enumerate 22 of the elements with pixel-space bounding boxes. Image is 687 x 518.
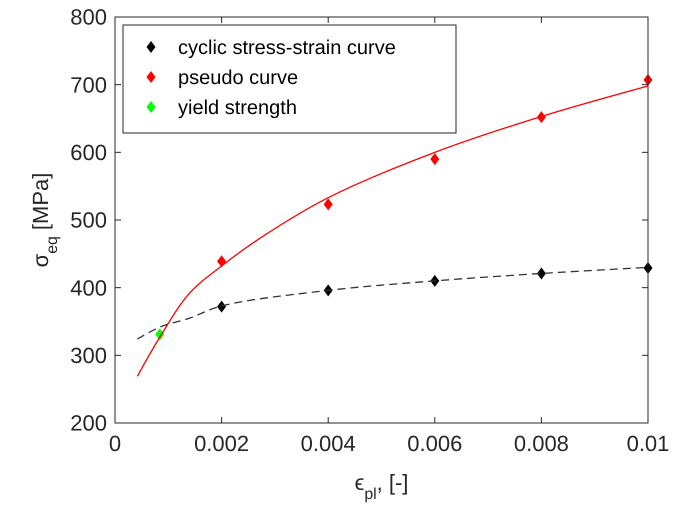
- point: [430, 153, 440, 166]
- y-tick-label: 800: [70, 4, 107, 30]
- x-tick-label: 0.008: [514, 431, 569, 456]
- point: [536, 267, 546, 280]
- y-tick-label: 600: [70, 140, 107, 166]
- legend-label: yield strength: [178, 97, 297, 119]
- legend-label: cyclic stress-strain curve: [178, 37, 396, 59]
- point: [217, 300, 226, 313]
- y-tick-label: 200: [70, 410, 107, 436]
- point: [217, 255, 226, 268]
- y-tick-label: 300: [70, 343, 107, 368]
- legend-label: pseudo curve: [178, 67, 298, 89]
- x-tick-label: 0: [108, 431, 122, 456]
- y-tick-label: 400: [70, 275, 107, 300]
- y-tick-label: 700: [70, 72, 107, 98]
- point: [324, 198, 333, 210]
- x-axis-title: ϵ$_{pl}$, [-]: [354, 470, 408, 502]
- x-tick-label: 0.01: [626, 431, 670, 456]
- y-tick-label: 500: [70, 208, 107, 233]
- x-tick-label: 0.004: [300, 431, 356, 456]
- x-tick-label: 0.006: [407, 431, 462, 456]
- x-tick-label: 0.002: [194, 431, 250, 456]
